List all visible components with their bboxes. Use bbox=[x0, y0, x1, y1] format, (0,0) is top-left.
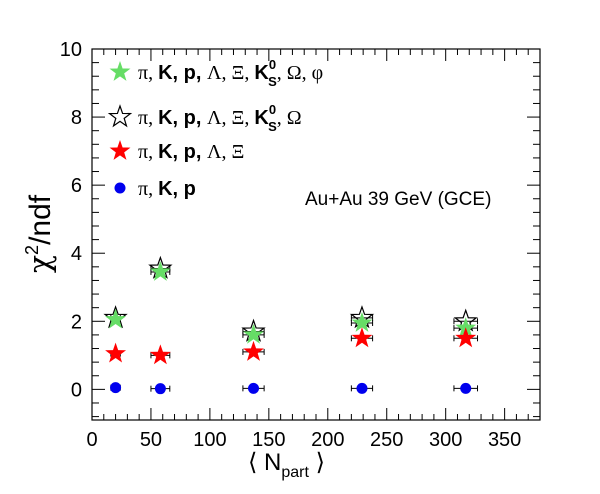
legend-label: π, K, p, Λ, Ξ, K0 S, Ω, φ bbox=[138, 57, 323, 89]
x-tick-label: 50 bbox=[140, 429, 162, 451]
x-tick-label: 100 bbox=[193, 429, 226, 451]
x-tick-label: 200 bbox=[311, 429, 344, 451]
legend-part: π, bbox=[138, 178, 158, 200]
legend-part: π, bbox=[138, 62, 158, 84]
data-point bbox=[105, 342, 127, 363]
legend-part-bold: K bbox=[254, 62, 269, 84]
legend-part: , Ω, φ bbox=[277, 62, 323, 84]
legend: π, K, p, Λ, Ξ, K0 S, Ω, φπ, K, p, Λ, Ξ, K… bbox=[107, 57, 323, 200]
legend-part: Λ, Ξ bbox=[207, 141, 244, 163]
legend-part: Λ, Ξ, bbox=[207, 62, 254, 84]
y-axis-title: χ2/ndf bbox=[22, 194, 58, 273]
data-point bbox=[105, 308, 127, 329]
x-axis-title-suffix: ⟩ bbox=[309, 449, 325, 476]
legend-label: π, K, p, Λ, Ξ bbox=[138, 141, 244, 163]
data-point bbox=[110, 382, 122, 394]
legend-part-bold: K, p bbox=[158, 178, 196, 200]
data-point bbox=[460, 382, 472, 394]
legend-marker bbox=[107, 104, 133, 128]
legend-part: π, bbox=[138, 141, 158, 163]
legend-marker bbox=[114, 182, 126, 194]
legend-sup: 0 bbox=[269, 57, 276, 72]
y-axis-title-sup: 2 bbox=[22, 245, 42, 255]
x-axis-title-prefix: ⟨ N bbox=[248, 449, 281, 476]
legend-sup: 0 bbox=[269, 102, 276, 117]
data-point bbox=[154, 383, 166, 395]
legend-part-bold: K, p, bbox=[158, 107, 207, 129]
y-axis-title-suffix: /ndf bbox=[24, 194, 57, 245]
data-point bbox=[455, 317, 477, 337]
y-axis-title-base: χ bbox=[23, 255, 58, 273]
y-tick-label: 4 bbox=[71, 243, 82, 265]
y-tick-label: 10 bbox=[60, 39, 82, 61]
legend-part: π, bbox=[138, 107, 158, 129]
legend-label: π, K, p bbox=[138, 178, 196, 200]
legend-sub: S bbox=[268, 74, 277, 89]
data-point bbox=[351, 327, 373, 348]
y-tick-label: 6 bbox=[71, 175, 82, 197]
legend-part-bold: K, p, bbox=[158, 141, 207, 163]
data-point bbox=[248, 382, 260, 394]
y-tick-label: 8 bbox=[71, 107, 82, 129]
x-tick-label: 150 bbox=[252, 429, 285, 451]
legend-sub: S bbox=[268, 119, 277, 134]
data-point bbox=[149, 344, 171, 365]
data-point bbox=[149, 260, 171, 281]
x-tick-label: 300 bbox=[429, 429, 462, 451]
data-point bbox=[243, 340, 264, 361]
annotation: Au+Au 39 GeV (GCE) bbox=[305, 189, 491, 210]
y-tick-label: 0 bbox=[71, 379, 82, 401]
x-axis-title: ⟨ Npart ⟩ bbox=[248, 449, 325, 481]
x-tick-label: 0 bbox=[86, 429, 97, 451]
data-point bbox=[351, 312, 373, 332]
legend-part: , Ω bbox=[277, 107, 302, 129]
chart-marks bbox=[103, 255, 479, 395]
data-point bbox=[243, 323, 264, 344]
data-point bbox=[356, 382, 368, 394]
x-tick-label: 350 bbox=[488, 429, 521, 451]
y-tick-label: 2 bbox=[71, 311, 82, 333]
legend-part-bold: K, p, bbox=[158, 62, 207, 84]
legend-label: π, K, p, Λ, Ξ, K0 S, Ω bbox=[138, 102, 302, 134]
plot-frame bbox=[91, 48, 541, 421]
axis-ticks: 0 50 100 150 200 250 300 350 0 2 4 6 8 10 bbox=[60, 39, 541, 451]
legend-part-bold: K bbox=[254, 107, 269, 129]
legend-marker bbox=[109, 140, 131, 160]
x-axis-title-sub: part bbox=[281, 464, 309, 481]
x-tick-label: 250 bbox=[370, 429, 403, 451]
legend-part: Λ, Ξ, bbox=[207, 107, 254, 129]
legend-marker bbox=[109, 61, 131, 81]
data-point bbox=[455, 327, 477, 348]
